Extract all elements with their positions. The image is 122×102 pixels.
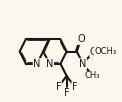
Text: O: O (77, 34, 85, 44)
Text: N: N (33, 59, 41, 69)
Text: F: F (64, 88, 69, 98)
Text: O: O (90, 47, 97, 57)
Text: F: F (56, 82, 61, 92)
Text: OCH₃: OCH₃ (94, 47, 116, 56)
Text: N: N (79, 59, 87, 69)
Text: CH₃: CH₃ (85, 72, 100, 80)
Text: F: F (72, 82, 78, 92)
Text: N: N (46, 59, 53, 69)
